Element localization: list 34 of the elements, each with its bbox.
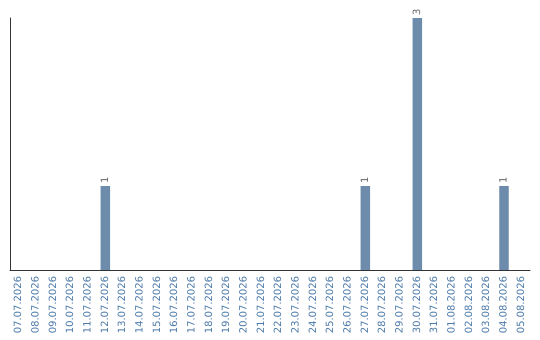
x-tick-label: 15.07.2026 bbox=[152, 276, 163, 334]
x-tick-label: 31.07.2026 bbox=[429, 276, 440, 334]
x-tick-label: 14.07.2026 bbox=[134, 276, 146, 334]
x-tick-label: 28.07.2026 bbox=[377, 276, 388, 334]
x-tick-label: 01.08.2026 bbox=[446, 276, 458, 334]
x-tick-label: 12.07.2026 bbox=[100, 276, 111, 334]
data-label: 1 bbox=[360, 176, 371, 183]
x-tick-label: 04.08.2026 bbox=[498, 276, 510, 334]
x-tick-label: 18.07.2026 bbox=[204, 276, 215, 334]
x-tick-label: 24.07.2026 bbox=[308, 276, 319, 334]
x-tick-label: 03.08.2026 bbox=[481, 276, 492, 334]
x-tick-label: 16.07.2026 bbox=[169, 276, 180, 334]
data-label: 1 bbox=[100, 176, 111, 183]
x-tick-label: 19.07.2026 bbox=[221, 276, 232, 334]
x-tick-label: 09.07.2026 bbox=[48, 276, 59, 334]
x-tick-label: 26.07.2026 bbox=[342, 276, 354, 334]
x-tick-label: 05.08.2026 bbox=[516, 276, 527, 334]
x-tick-label: 27.07.2026 bbox=[360, 276, 371, 334]
x-tick-label: 17.07.2026 bbox=[186, 276, 198, 334]
x-tick-label: 13.07.2026 bbox=[117, 276, 128, 334]
x-tick-label: 25.07.2026 bbox=[325, 276, 336, 334]
data-label: 1 bbox=[498, 176, 510, 183]
data-label: 3 bbox=[412, 8, 423, 15]
x-tick-label: 21.07.2026 bbox=[256, 276, 267, 334]
x-tick-label: 11.07.2026 bbox=[82, 276, 94, 334]
x-tick-label: 22.07.2026 bbox=[273, 276, 284, 334]
x-tick-label: 29.07.2026 bbox=[394, 276, 406, 334]
x-tick-label: 02.08.2026 bbox=[464, 276, 475, 334]
x-tick-label: 23.07.2026 bbox=[290, 276, 302, 334]
x-tick-label: 30.07.2026 bbox=[412, 276, 423, 334]
x-tick-label: 20.07.2026 bbox=[238, 276, 250, 334]
x-tick-label: 10.07.2026 bbox=[65, 276, 76, 334]
x-tick-label: 07.07.2026 bbox=[13, 276, 24, 334]
x-tick-label: 08.07.2026 bbox=[30, 276, 42, 334]
